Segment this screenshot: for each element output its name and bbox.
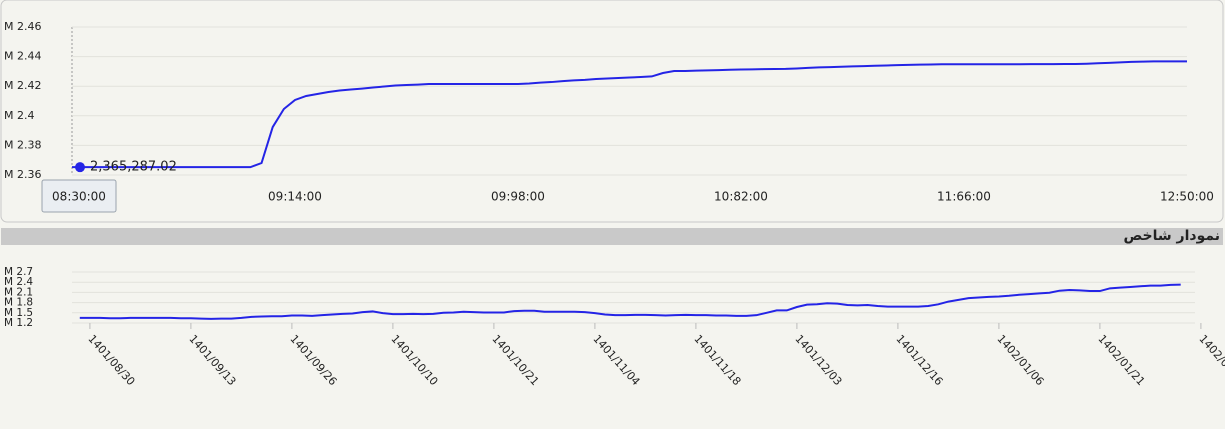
data-label: 2,365,287.02 (90, 160, 177, 175)
y-tick-label: M 2.42 (4, 79, 41, 92)
header-bar (1, 228, 1223, 245)
x-tick-label: 09:98:00 (491, 190, 545, 204)
x-tick-label: 1401/10/10 (388, 332, 440, 388)
x-tick-label: 1401/12/16 (893, 332, 945, 388)
x-tick-label: 09:14:00 (268, 190, 322, 204)
tooltip (41, 179, 117, 213)
y-tick-label: M 2.4 (4, 276, 33, 288)
y-tick-label: M 1.2 (4, 317, 33, 329)
x-tick-label: 1401/11/18 (691, 332, 743, 388)
y-tick-label: M 2.44 (4, 50, 41, 63)
x-tick-label: 1401/08/30 (85, 332, 137, 388)
line (79, 283, 1181, 320)
y-tick-label: M 2.7 (4, 266, 33, 278)
y-tick-label: M 2.46 (4, 20, 41, 33)
panel-title: نمودار شاخص (1123, 228, 1220, 244)
x-tick-label: 12:50:00 (1160, 190, 1214, 204)
x-tick-label: 1401/09/13 (186, 332, 238, 388)
y-tick-label: M 2.36 (4, 168, 41, 181)
x-tick-label: 11:66:00 (937, 190, 991, 204)
x-tick-label: 1401/09/26 (287, 332, 339, 388)
x-tick-label: 1402/0 (1196, 332, 1225, 369)
x-tick-label: 1402/01/06 (994, 332, 1046, 388)
x-tick-label: 1401/12/03 (792, 332, 844, 388)
tooltip-label: 08:30:00 (52, 190, 106, 204)
y-tick-label: M 1.8 (4, 297, 33, 309)
y-tick-label: M 2.38 (4, 138, 41, 151)
x-tick-label: 10:82:00 (714, 190, 768, 204)
line (71, 60, 1187, 169)
x-tick-label: 1402/01/21 (1095, 332, 1147, 388)
y-tick-label: M 1.5 (4, 307, 33, 319)
y-tick-label: M 2.1 (4, 286, 33, 298)
y-tick-label: M 2.4 (4, 109, 34, 122)
x-tick-label: 1401/10/21 (489, 332, 541, 388)
intraday-panel (0, 0, 1224, 223)
marker (75, 162, 85, 173)
x-tick-label: 1401/11/04 (590, 332, 642, 388)
